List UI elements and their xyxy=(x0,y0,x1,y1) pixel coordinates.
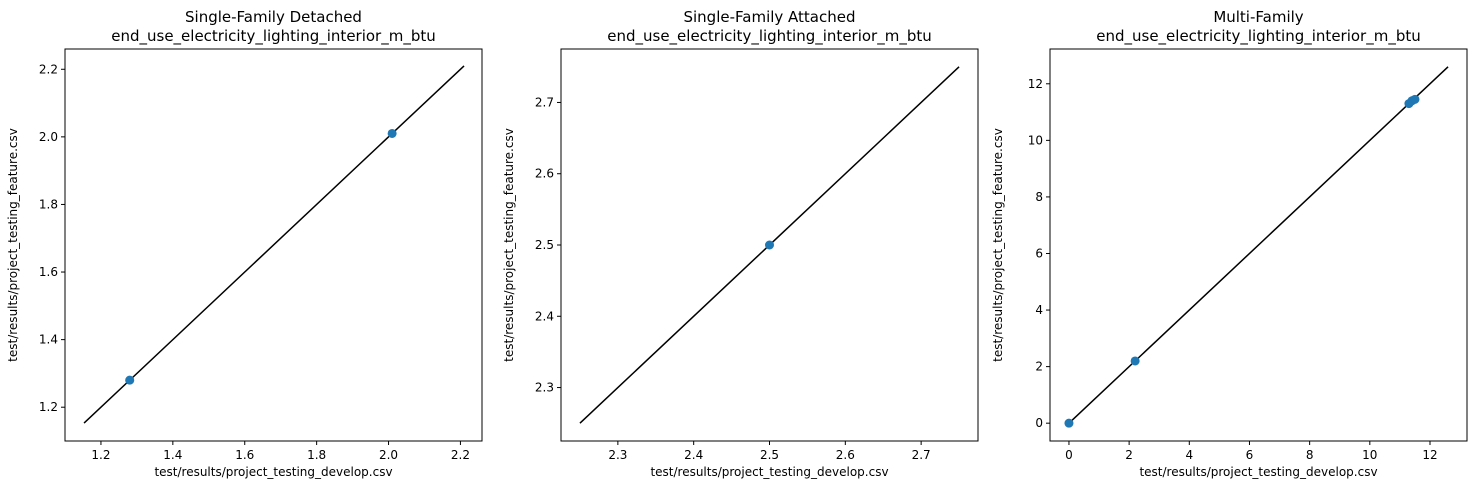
y-tick-label: 1.2 xyxy=(39,400,58,414)
chart-title: Multi-Family end_use_electricity_lighting… xyxy=(1096,8,1421,46)
y-tick-label: 2.6 xyxy=(535,167,554,181)
chart-title: Single-Family Attached end_use_electricit… xyxy=(607,8,932,46)
y-axis-label: test/results/project_testing_feature.csv xyxy=(6,128,20,362)
x-axis-label: test/results/project_testing_develop.csv xyxy=(1139,465,1377,479)
x-tick-label: 2.3 xyxy=(608,448,627,462)
y-tick-label: 2.5 xyxy=(535,238,554,252)
x-tick-label: 2.4 xyxy=(684,448,703,462)
axes-frame xyxy=(64,48,483,442)
data-point xyxy=(387,128,397,138)
y-tick-label: 1.4 xyxy=(39,333,58,347)
x-tick-label: 2.7 xyxy=(912,448,931,462)
y-tick-label: 8 xyxy=(1035,190,1043,204)
x-tick-label: 0 xyxy=(1065,448,1073,462)
axes-frame xyxy=(560,48,979,442)
y-tick-label: 1.6 xyxy=(39,265,58,279)
x-tick-label: 2.2 xyxy=(451,448,470,462)
data-point xyxy=(1064,418,1074,428)
x-axis-label: test/results/project_testing_develop.csv xyxy=(650,465,888,479)
x-tick-label: 1.8 xyxy=(307,448,326,462)
chart-title-line-1: Single-Family Attached xyxy=(683,8,855,26)
x-tick-label: 2.5 xyxy=(760,448,779,462)
chart-title-line-2: end_use_electricity_lighting_interior_m_… xyxy=(607,27,932,46)
chart-title: Single-Family Detached end_use_electricit… xyxy=(111,8,436,46)
reference-line xyxy=(83,65,465,424)
x-tick-label: 1.4 xyxy=(163,448,182,462)
y-tick-label: 4 xyxy=(1035,303,1043,317)
data-point xyxy=(1130,356,1140,366)
data-point xyxy=(765,240,774,250)
x-tick-label: 8 xyxy=(1306,448,1314,462)
y-tick-label: 2.4 xyxy=(535,309,554,323)
x-tick-label: 10 xyxy=(1362,448,1377,462)
y-tick-label: 2.0 xyxy=(39,130,58,144)
data-point xyxy=(125,375,135,385)
chart-title-line-1: Single-Family Detached xyxy=(185,8,362,26)
y-tick-label: 2.2 xyxy=(39,62,58,76)
x-tick-label: 4 xyxy=(1185,448,1193,462)
y-tick-label: 2.3 xyxy=(535,381,554,395)
x-tick-label: 2.6 xyxy=(836,448,855,462)
y-tick-label: 6 xyxy=(1035,246,1043,260)
reference-line xyxy=(1068,66,1449,424)
y-tick-label: 1.8 xyxy=(39,197,58,211)
x-tick-label: 2.0 xyxy=(379,448,398,462)
chart-panel-2: Single-Family Attached end_use_electricit… xyxy=(502,8,979,479)
x-axis-label: test/results/project_testing_develop.csv xyxy=(154,465,392,479)
x-tick-label: 1.2 xyxy=(91,448,110,462)
y-tick-label: 0 xyxy=(1035,416,1043,430)
chart-title-line-1: Multi-Family xyxy=(1213,8,1303,26)
x-tick-label: 12 xyxy=(1422,448,1437,462)
y-tick-label: 2 xyxy=(1035,360,1043,374)
y-tick-label: 10 xyxy=(1028,133,1043,147)
x-tick-label: 2 xyxy=(1125,448,1133,462)
chart-panel-1: Single-Family Detached end_use_electricit… xyxy=(6,8,483,479)
y-tick-label: 12 xyxy=(1028,77,1043,91)
data-point xyxy=(1410,94,1420,104)
chart-title-line-2: end_use_electricity_lighting_interior_m_… xyxy=(1096,27,1421,46)
axes-frame xyxy=(1049,48,1468,442)
chart-title-line-2: end_use_electricity_lighting_interior_m_… xyxy=(111,27,436,46)
chart-panel-3: Multi-Family end_use_electricity_lighting… xyxy=(991,8,1468,479)
y-axis-label: test/results/project_testing_feature.csv xyxy=(991,128,1005,362)
y-tick-label: 2.7 xyxy=(535,95,554,109)
x-tick-label: 6 xyxy=(1246,448,1254,462)
x-tick-label: 1.6 xyxy=(235,448,254,462)
y-axis-label: test/results/project_testing_feature.csv xyxy=(502,128,516,362)
